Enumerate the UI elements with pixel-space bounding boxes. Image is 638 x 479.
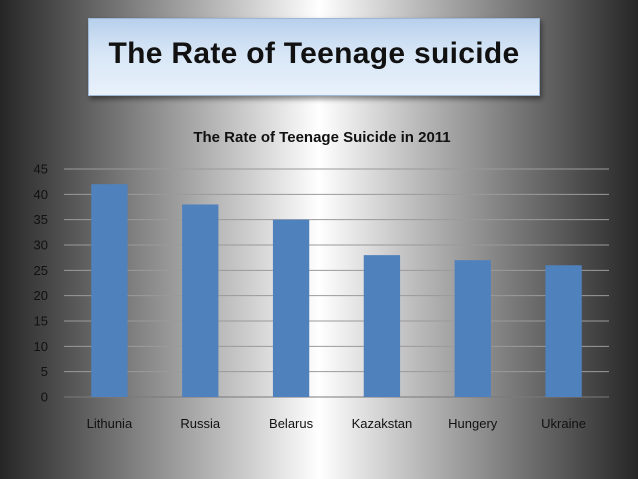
bar-lithunia [91, 184, 128, 397]
slide-title-box: The Rate of Teenage suicide [88, 18, 540, 96]
bar-hungery [454, 260, 491, 397]
x-category-label: Kazakstan [352, 416, 413, 431]
y-axis-ticks: 0 5 10 15 20 25 30 35 40 45 [34, 162, 48, 405]
x-category-label: Ukraine [541, 416, 586, 431]
chart-title: The Rate of Teenage Suicide in 2011 [193, 129, 450, 146]
y-tick-label: 35 [34, 212, 48, 227]
bar-ukraine [545, 265, 582, 397]
y-tick-label: 5 [41, 364, 48, 379]
x-category-label: Lithunia [87, 416, 133, 431]
y-tick-label: 40 [34, 187, 48, 202]
slide-title: The Rate of Teenage suicide [108, 37, 520, 70]
y-tick-label: 45 [34, 162, 48, 177]
x-category-label: Belarus [269, 416, 314, 431]
y-tick-label: 30 [34, 238, 48, 253]
x-axis-categories: Lithunia Russia Belarus Kazakstan Hungery Ukr… [87, 416, 586, 431]
chart-gridlines [64, 168, 609, 398]
x-category-label: Russia [180, 416, 221, 431]
chart-bars [91, 184, 582, 397]
y-tick-label: 20 [34, 288, 48, 303]
y-tick-label: 25 [34, 263, 48, 278]
y-tick-label: 10 [34, 339, 48, 354]
y-tick-label: 15 [34, 314, 48, 329]
bar-russia [182, 204, 219, 397]
y-tick-label: 0 [41, 390, 48, 405]
x-category-label: Hungery [448, 416, 498, 431]
bar-belarus [272, 219, 310, 397]
bar-kazakstan [363, 255, 401, 397]
